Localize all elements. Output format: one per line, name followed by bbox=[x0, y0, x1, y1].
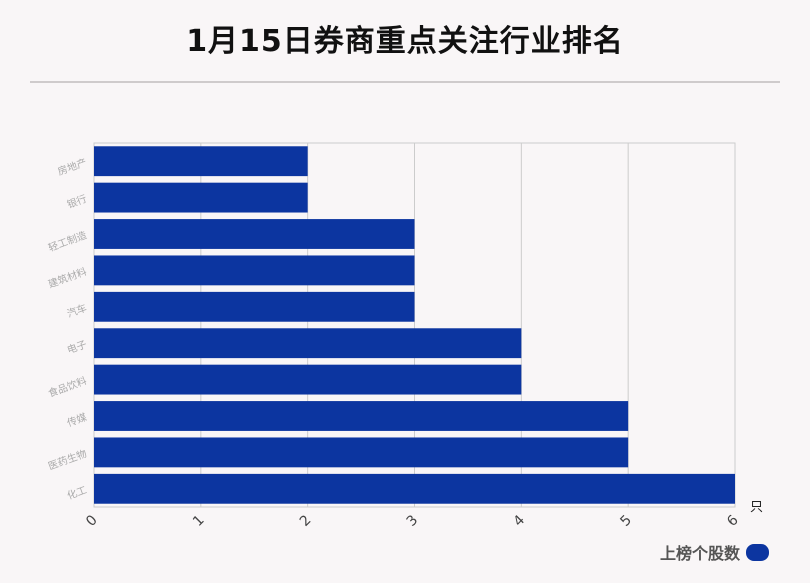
x-tick-label: 2 bbox=[297, 512, 315, 530]
x-tick-label: 5 bbox=[617, 512, 635, 530]
x-tick-labels: 0 1 2 3 4 5 6 bbox=[83, 512, 742, 530]
category-label: 银行 bbox=[65, 192, 88, 211]
bar bbox=[94, 401, 629, 431]
x-tick-label: 4 bbox=[511, 512, 529, 530]
legend-label: 上榜个股数 bbox=[659, 544, 740, 563]
legend: 上榜个股数 bbox=[660, 540, 769, 564]
category-label: 电子 bbox=[65, 338, 88, 357]
bar bbox=[94, 255, 415, 286]
x-tick-label: 0 bbox=[83, 512, 101, 530]
bar bbox=[94, 437, 629, 468]
category-label: 汽车 bbox=[65, 301, 88, 320]
category-label: 医药生物 bbox=[46, 447, 88, 473]
bar bbox=[94, 364, 522, 395]
bar bbox=[94, 219, 415, 249]
bar bbox=[94, 182, 308, 213]
category-label: 轻工制造 bbox=[46, 228, 88, 254]
bar bbox=[94, 328, 522, 359]
category-label: 传媒 bbox=[65, 411, 88, 429]
x-tick-label: 3 bbox=[404, 512, 422, 530]
x-tick-label: 1 bbox=[190, 512, 208, 530]
category-label: 食品饮料 bbox=[46, 374, 88, 400]
bar bbox=[94, 473, 735, 504]
title-divider bbox=[30, 81, 780, 83]
category-label: 化工 bbox=[65, 483, 88, 502]
bar bbox=[94, 146, 308, 177]
bar bbox=[94, 291, 415, 322]
chart-title: 1月15日券商重点关注行业排名 bbox=[186, 24, 624, 59]
x-axis-unit: 只 bbox=[750, 500, 763, 515]
category-label: 建筑材料 bbox=[46, 265, 88, 291]
x-tick-label: 6 bbox=[724, 512, 742, 530]
category-label: 房地产 bbox=[56, 156, 89, 178]
bars bbox=[94, 146, 735, 504]
legend-swatch bbox=[746, 543, 769, 561]
